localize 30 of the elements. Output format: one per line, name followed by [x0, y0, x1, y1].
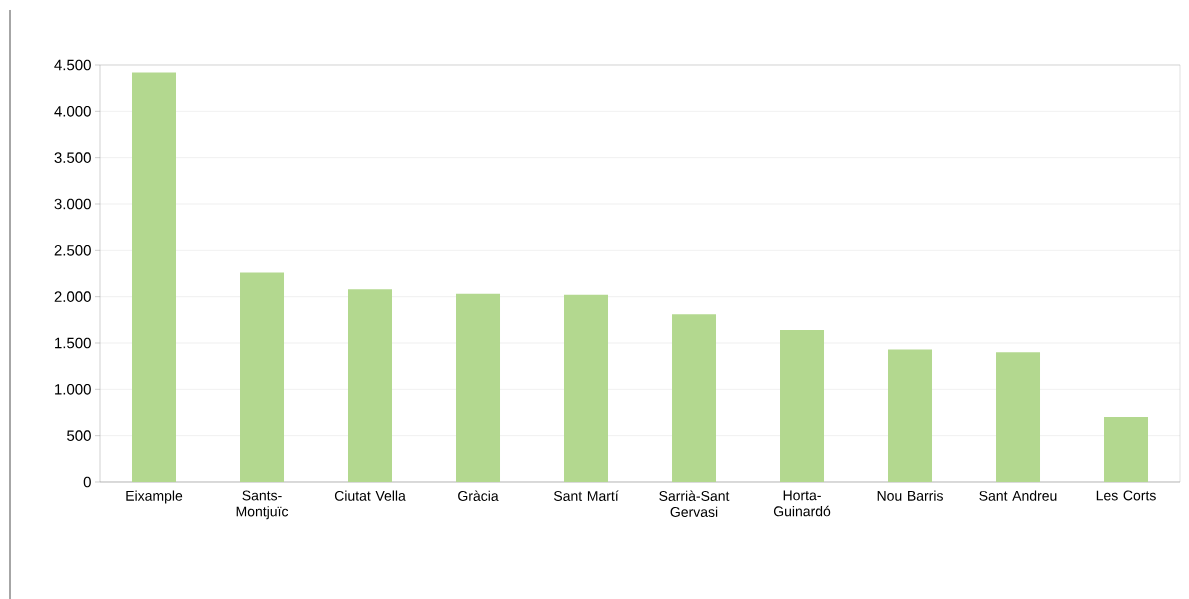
x-tick-label: Sants-Montjuïc [236, 490, 289, 520]
x-tick-label: Sarrià-Sant Gervasi [659, 490, 730, 517]
x-tick-label: Les Corts [1096, 490, 1156, 501]
x-tick-label: Eixample [126, 490, 183, 504]
y-tick-label: 1.500 [55, 337, 91, 349]
y-tick-label: 500 [67, 430, 91, 441]
y-tick-label: 3.500 [54, 152, 91, 163]
x-tick-label: Horta-Guinardó [773, 490, 831, 517]
bar [348, 289, 393, 482]
y-tick-label: 2.500 [54, 245, 91, 256]
y-tick-label: 1.000 [55, 384, 91, 395]
bar [456, 293, 501, 482]
bar [672, 314, 717, 482]
bar [1104, 417, 1149, 482]
x-tick-label: Sant Martí [553, 490, 619, 501]
y-tick-label: 4.500 [54, 59, 91, 71]
y-tick-label: 4.000 [54, 106, 91, 117]
y-tick-label: 2.000 [54, 291, 91, 302]
y-tick-label: 0 [83, 476, 91, 488]
bar [888, 349, 933, 482]
bar [996, 352, 1041, 482]
bar [780, 330, 825, 482]
x-tick-label: Ciutat Vella [334, 490, 406, 501]
bar [564, 294, 609, 482]
x-tick-label: Nou Barris [877, 490, 943, 501]
y-tick-label: 3.000 [54, 198, 91, 210]
bar [132, 72, 177, 482]
bar [240, 272, 285, 482]
x-tick-label: Gràcia [458, 490, 499, 501]
x-tick-label: Sant Andreu [979, 490, 1057, 501]
